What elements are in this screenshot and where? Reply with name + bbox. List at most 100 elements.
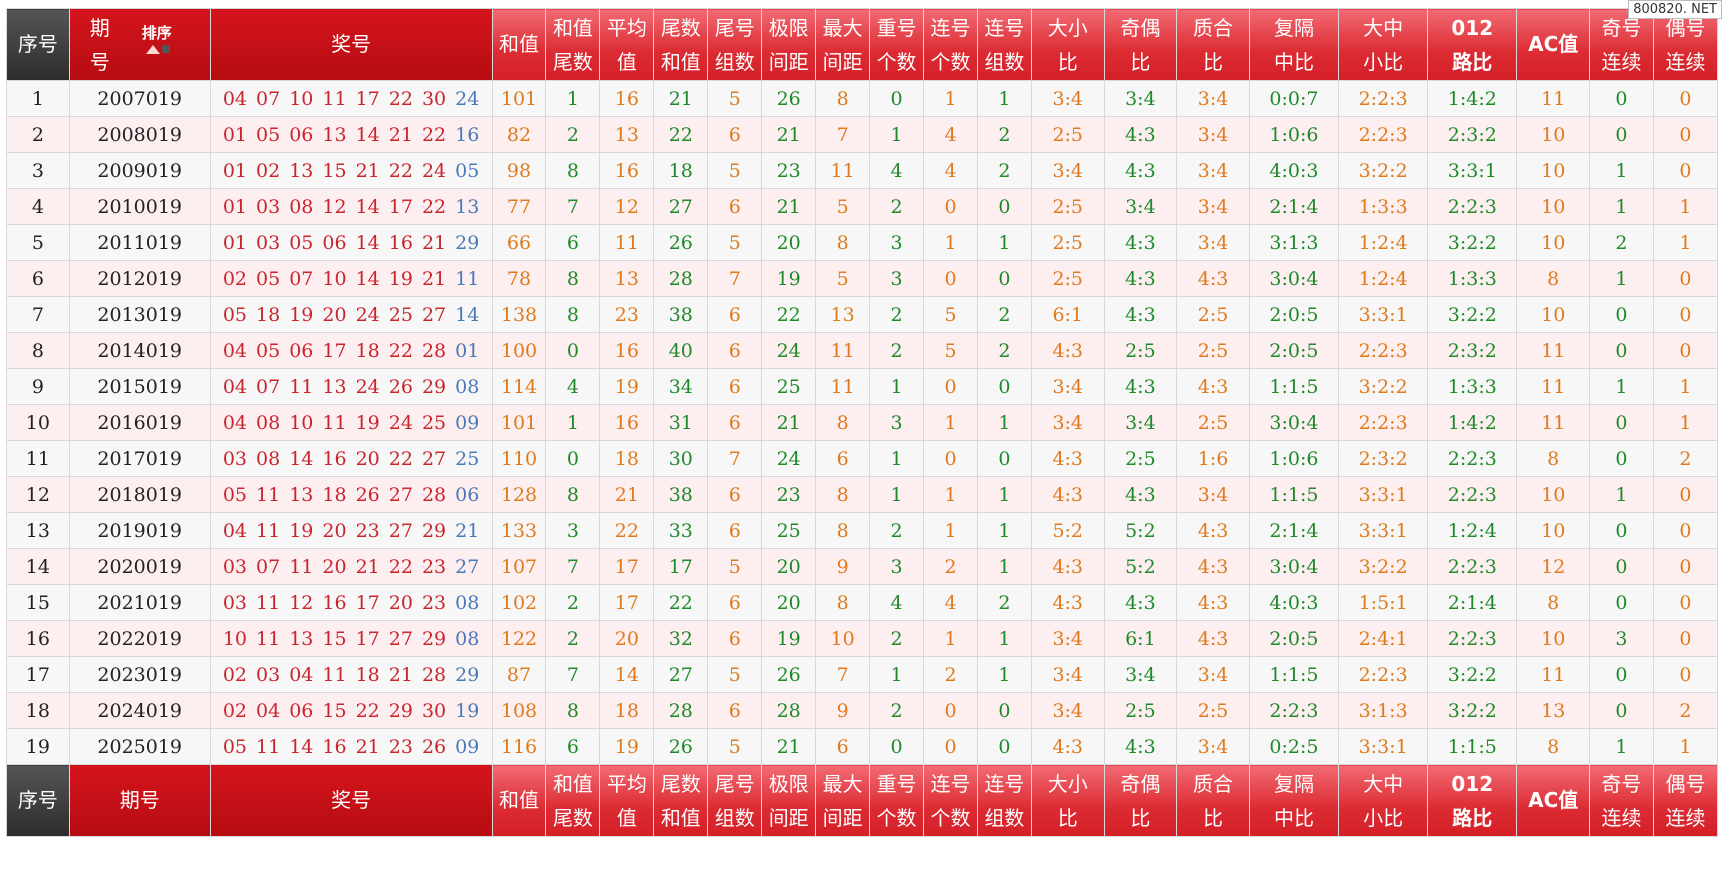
red-ball: 05 <box>222 303 248 326</box>
header-fg-ratio: 复隔 中比 <box>1248 8 1340 81</box>
red-ball: 13 <box>289 159 314 182</box>
header-fg-ratio-line1: 复隔 <box>1273 771 1314 796</box>
blue-ball: 19 <box>455 699 480 722</box>
cell-numbers: 04 11 19 20 23 27 29 21 <box>209 512 493 549</box>
cell-odd-even-ratio: 4:3 <box>1103 260 1178 297</box>
cell-sum-tail: 1 <box>545 404 601 441</box>
table-row: 9 2015019 04 07 11 13 24 26 29 08 114 4 19 34 6 25 11 1 0 0… <box>6 368 1719 405</box>
red-ball: 17 <box>355 627 380 650</box>
cell-average: 16 <box>599 404 655 441</box>
blue-ball: 09 <box>455 411 480 434</box>
cell-fg-ratio: 2:2:3 <box>1248 692 1340 729</box>
cell-max-gap: 6 <box>815 440 871 477</box>
cell-consecutive-count: 5 <box>923 296 978 333</box>
cell-consecutive-groups: 1 <box>976 512 1032 549</box>
header-max-gap-line1: 最大 <box>822 15 863 40</box>
cell-dzx-ratio: 1:2:4 <box>1338 260 1429 297</box>
red-ball: 03 <box>256 195 281 218</box>
cell-average: 16 <box>599 332 655 369</box>
header-odd-even-ratio: 奇偶比 <box>1103 8 1178 81</box>
cell-numbers: 05 11 14 16 21 23 26 09 <box>209 728 493 765</box>
table-footer: 序号 期号 奖号 和值 和值 尾数 平均值尾数 和值 尾号 组数 极限 间距 最大 间距 重号 个数 连号 个数连… <box>6 764 1719 837</box>
red-ball: 03 <box>222 555 248 578</box>
sort-up-icon[interactable] <box>145 45 160 54</box>
cell-issue: 2013019 <box>68 296 211 333</box>
blue-ball: 27 <box>455 555 480 578</box>
cell-max-gap: 9 <box>815 548 871 585</box>
cell-prime-composite-ratio: 3:4 <box>1176 116 1250 153</box>
cell-even-continuous: 2 <box>1652 692 1719 729</box>
cell-average: 16 <box>599 152 655 189</box>
cell-consecutive-groups: 0 <box>976 368 1032 405</box>
cell-seq: 9 <box>6 368 70 405</box>
red-ball: 26 <box>355 483 380 506</box>
header-odd-even-ratio-line1: 奇偶 <box>1120 15 1161 40</box>
cell-average: 18 <box>599 440 655 477</box>
cell-numbers: 03 11 12 16 17 20 23 08 <box>209 584 493 621</box>
header-average-line1: 平均 <box>606 771 647 796</box>
header-big-small-ratio-line1: 大小 <box>1047 771 1088 796</box>
cell-numbers: 02 04 06 15 22 29 30 19 <box>209 692 493 729</box>
cell-dzx-ratio: 1:3:3 <box>1338 188 1429 225</box>
cell-range: 22 <box>761 296 817 333</box>
cell-numbers: 04 07 10 11 17 22 30 24 <box>209 80 493 117</box>
cell-odd-even-ratio: 4:3 <box>1103 224 1178 261</box>
cell-dzx-ratio: 3:3:1 <box>1338 728 1429 765</box>
red-ball: 20 <box>322 303 347 326</box>
cell-repeat-count: 1 <box>869 116 925 153</box>
header-route-012-ratio-line1: 012 <box>1451 15 1494 40</box>
cell-repeat-count: 3 <box>869 548 925 585</box>
cell-consecutive-count: 2 <box>923 656 978 693</box>
cell-tail-groups: 6 <box>707 404 763 441</box>
header-prime-composite-ratio-line2: 比 <box>1203 805 1224 830</box>
cell-big-small-ratio: 2:5 <box>1030 224 1105 261</box>
table-row: 15 2021019 03 11 12 16 17 20 23 08 102 2 17 22 6 20 8 4 4 2… <box>6 584 1719 621</box>
header-sum: 和值 <box>491 764 547 837</box>
cell-even-continuous: 1 <box>1652 224 1719 261</box>
header-consecutive-groups: 连号 组数 <box>976 8 1032 81</box>
red-ball: 04 <box>289 663 314 686</box>
red-ball: 03 <box>222 447 248 470</box>
sort-button[interactable]: 排序 <box>141 24 172 42</box>
cell-dzx-ratio: 1:5:1 <box>1338 584 1429 621</box>
header-prime-composite-ratio-line2: 比 <box>1203 49 1224 74</box>
cell-tail-groups: 5 <box>707 548 763 585</box>
header-consecutive-groups-line1: 连号 <box>984 15 1025 40</box>
cell-dzx-ratio: 2:2:3 <box>1338 404 1429 441</box>
header-sum-tail-line1: 和值 <box>552 771 593 796</box>
red-ball: 17 <box>355 591 380 614</box>
red-ball: 24 <box>355 375 380 398</box>
cell-average: 13 <box>599 260 655 297</box>
table-row: 14 2020019 03 07 11 20 21 22 23 27 107 7 17 17 5 20 9 3 2 1… <box>6 548 1719 585</box>
cell-range: 25 <box>761 368 817 405</box>
red-ball: 19 <box>289 303 314 326</box>
cell-route-012-ratio: 2:2:3 <box>1427 440 1518 477</box>
red-ball: 17 <box>322 339 347 362</box>
red-ball: 08 <box>256 447 281 470</box>
cell-tail-groups: 5 <box>707 152 763 189</box>
cell-range: 19 <box>761 260 817 297</box>
header-route-012-ratio: 012 路比 <box>1427 8 1518 81</box>
cell-prime-composite-ratio: 3:4 <box>1176 152 1250 189</box>
red-ball: 18 <box>322 483 347 506</box>
cell-sum: 108 <box>491 692 547 729</box>
cell-odd-even-ratio: 4:3 <box>1103 584 1178 621</box>
header-dzx-ratio-line1: 大中 <box>1363 771 1404 796</box>
header-big-small-ratio-line1: 大小 <box>1047 15 1088 40</box>
header-odd-even-ratio-line1: 奇偶 <box>1120 771 1161 796</box>
cell-route-012-ratio: 3:2:2 <box>1427 656 1518 693</box>
header-tail-sum-line2: 和值 <box>660 805 701 830</box>
header-even-continuous-line2: 连续 <box>1665 49 1706 74</box>
sort-down-icon[interactable] <box>161 45 170 53</box>
header-even-continuous-line1: 偶号 <box>1665 15 1706 40</box>
table-row: 10 2016019 04 08 10 11 19 24 25 09 101 1 16 31 6 21 8 3 1 1… <box>6 404 1719 441</box>
cell-tail-groups: 6 <box>707 620 763 657</box>
cell-numbers: 02 03 04 11 18 21 28 29 <box>209 656 493 693</box>
header-range-line2: 间距 <box>768 49 809 74</box>
cell-prime-composite-ratio: 3:4 <box>1176 224 1250 261</box>
red-ball: 10 <box>289 87 314 110</box>
header-range: 极限 间距 <box>761 8 817 81</box>
red-ball: 22 <box>388 555 413 578</box>
header-tail-sum: 尾数 和值 <box>653 764 709 837</box>
cell-average: 20 <box>599 620 655 657</box>
